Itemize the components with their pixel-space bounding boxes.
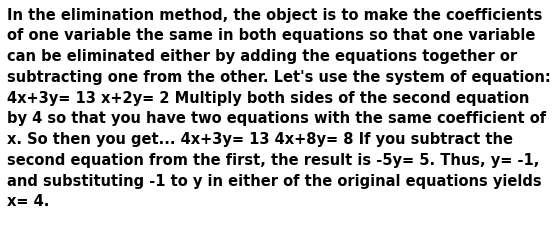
Text: In the elimination method, the object is to make the coefficients
of one variabl: In the elimination method, the object is… xyxy=(7,8,551,208)
